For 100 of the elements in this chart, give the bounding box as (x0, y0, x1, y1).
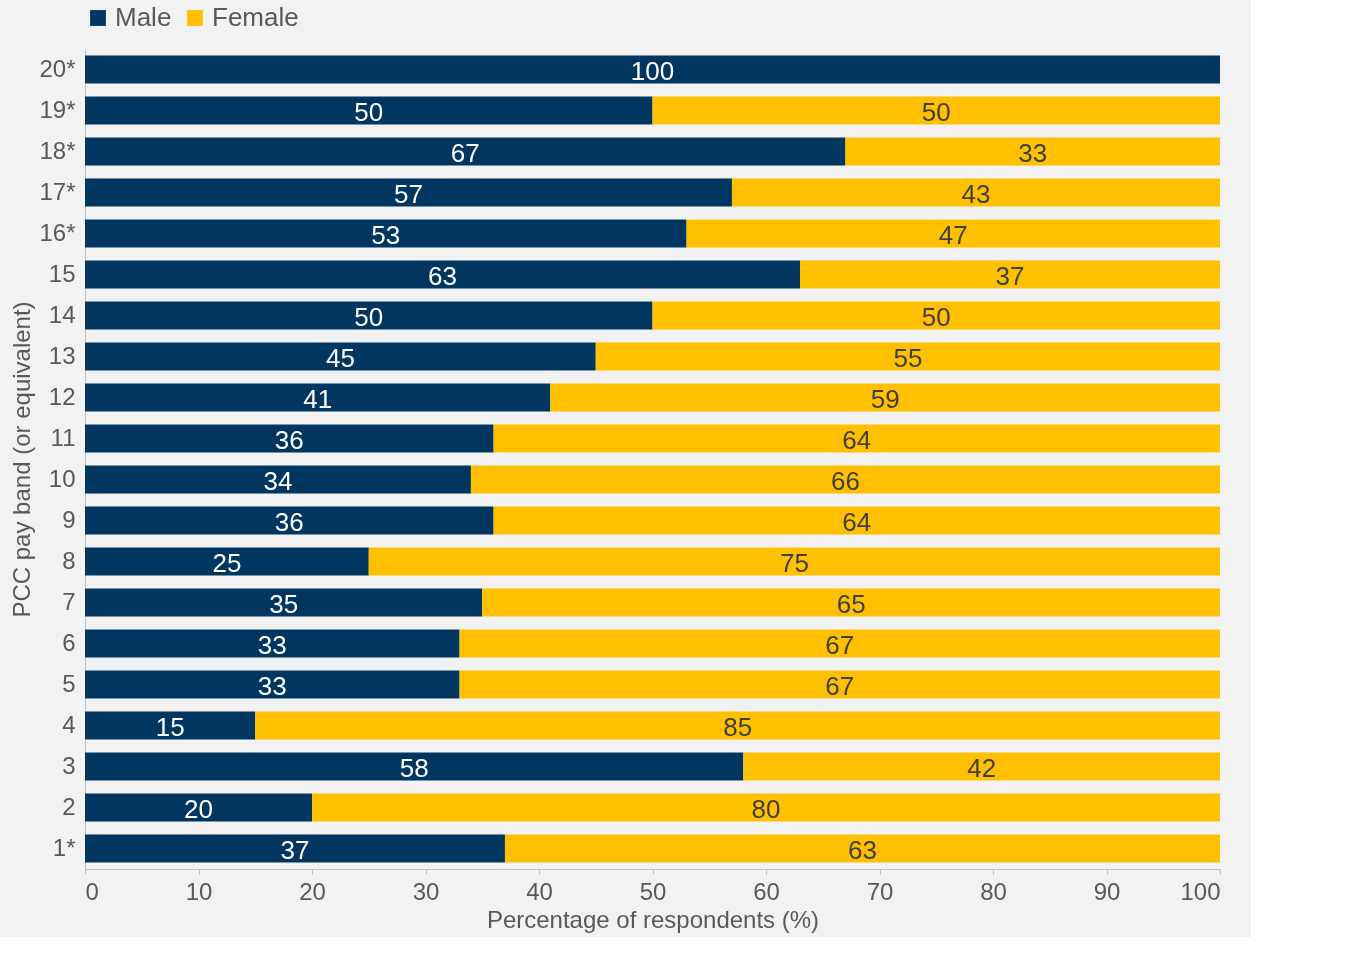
data-label: 55 (893, 342, 923, 373)
bar (85, 506, 494, 535)
bar (800, 260, 1220, 289)
bar (652, 96, 1220, 125)
data-label: 36 (274, 424, 304, 455)
data-label: 67 (825, 670, 855, 701)
bar (85, 752, 744, 781)
bar (85, 96, 653, 125)
x-tick-label: 0 (85, 877, 99, 905)
bar (85, 834, 505, 863)
bar (85, 424, 494, 453)
y-tick-label: 13 (48, 341, 76, 369)
y-tick-label: 15 (48, 259, 76, 287)
data-label: 100 (630, 55, 675, 86)
data-label: 42 (967, 752, 997, 783)
data-label: 66 (830, 465, 860, 496)
data-label: 50 (921, 96, 951, 127)
data-label: 37 (280, 834, 310, 865)
data-label: 67 (450, 137, 480, 168)
bar (85, 588, 483, 617)
data-label: 20 (184, 793, 213, 824)
bar (255, 711, 1220, 740)
bar (312, 793, 1220, 822)
y-tick-label: 20* (39, 54, 76, 82)
bar (845, 137, 1220, 166)
data-label: 36 (274, 506, 304, 537)
bar (595, 342, 1220, 371)
x-tick-label: 50 (639, 877, 667, 905)
y-tick-label: 11 (50, 423, 76, 451)
data-label: 64 (842, 506, 872, 537)
y-tick-label: 16* (39, 218, 76, 246)
y-tick-label: 14 (48, 300, 76, 328)
data-label: 43 (961, 178, 991, 209)
y-tick-label: 10 (48, 464, 76, 492)
bar (85, 55, 1220, 84)
bar (368, 547, 1220, 576)
bar (470, 465, 1220, 494)
bar (85, 219, 687, 248)
data-label: 63 (428, 260, 457, 291)
y-tick-label: 17* (39, 177, 76, 205)
bar (550, 383, 1220, 412)
data-label: 58 (399, 752, 429, 783)
bar (686, 219, 1220, 248)
bar (85, 342, 596, 371)
y-tick-label: 1* (52, 833, 76, 861)
bar (459, 629, 1220, 658)
y-tick-label: 9 (62, 505, 76, 533)
legend-label: Female (212, 2, 299, 32)
bar (85, 711, 256, 740)
data-label: 50 (354, 96, 384, 127)
y-tick-label: 19* (39, 95, 76, 123)
data-label: 15 (155, 711, 185, 742)
data-label: 57 (394, 178, 423, 209)
bar (85, 137, 846, 166)
bar (743, 752, 1220, 781)
data-label: 80 (751, 793, 781, 824)
bar (652, 301, 1220, 330)
x-tick-label: 60 (753, 877, 780, 905)
data-label: 50 (921, 301, 951, 332)
data-label: 33 (1018, 137, 1048, 168)
data-label: 47 (938, 219, 968, 250)
bar (85, 629, 460, 658)
y-tick-label: 3 (62, 751, 76, 779)
bar (85, 260, 801, 289)
x-tick-label: 30 (412, 877, 440, 905)
data-label: 85 (723, 711, 753, 742)
data-label: 59 (870, 383, 900, 414)
y-tick-label: 7 (62, 587, 76, 615)
bar (85, 547, 369, 576)
data-label: 45 (325, 342, 355, 373)
data-label: 35 (269, 588, 299, 619)
bar (731, 178, 1220, 207)
y-tick-label: 18* (39, 136, 76, 164)
x-tick-label: 100 (1180, 877, 1221, 905)
bar (85, 670, 460, 699)
y-tick-label: 4 (62, 710, 76, 738)
data-label: 37 (995, 260, 1025, 291)
data-label: 41 (303, 383, 333, 414)
bar (504, 834, 1220, 863)
data-label: 67 (825, 629, 855, 660)
data-label: 53 (371, 219, 401, 250)
y-tick-label: 6 (62, 628, 76, 656)
x-tick-label: 90 (1093, 877, 1121, 905)
bar (85, 178, 732, 207)
data-label: 25 (212, 547, 242, 578)
data-label: 64 (842, 424, 872, 455)
x-axis-title: Percentage of respondents (%) (486, 905, 820, 933)
y-tick-label: 5 (62, 669, 76, 697)
data-label: 34 (263, 465, 293, 496)
bar (85, 301, 653, 330)
data-label: 65 (836, 588, 866, 619)
y-tick-label: 2 (62, 792, 76, 820)
legend-label: Male (115, 2, 172, 32)
data-label: 33 (257, 629, 287, 660)
x-tick-label: 40 (526, 877, 553, 905)
x-tick-label: 20 (299, 877, 326, 905)
data-label: 63 (848, 834, 877, 865)
data-label: 33 (257, 670, 287, 701)
bar (85, 383, 551, 412)
data-label: 50 (354, 301, 384, 332)
